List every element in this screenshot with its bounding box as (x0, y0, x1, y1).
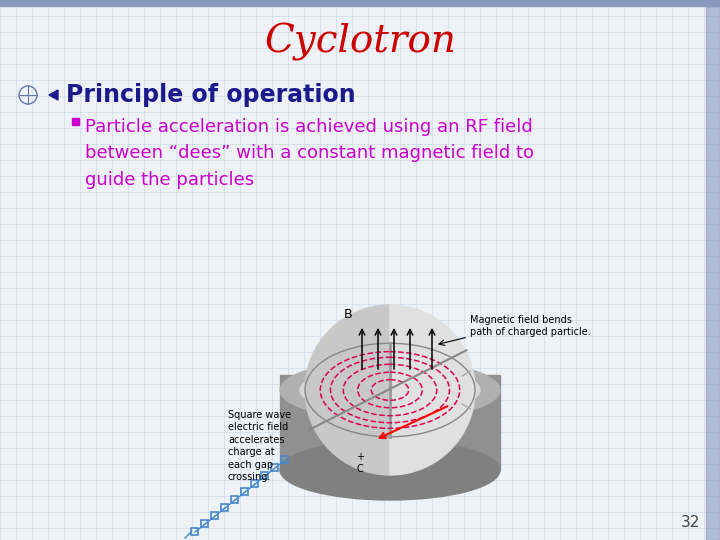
Bar (221, 504, 228, 511)
Bar (72, 118, 79, 125)
Text: Principle of operation: Principle of operation (66, 83, 356, 107)
Bar (706, 0, 720, 540)
Text: Magnetic field bends
path of charged particle.: Magnetic field bends path of charged par… (470, 315, 590, 336)
Wedge shape (305, 305, 390, 475)
Wedge shape (390, 305, 475, 475)
Text: 32: 32 (680, 515, 700, 530)
Bar (281, 456, 288, 463)
Bar (261, 472, 268, 479)
Text: Square wave
electric field
accelerates
charge at
each gap
crossing.: Square wave electric field accelerates c… (228, 410, 291, 482)
Text: +
C: + C (356, 452, 364, 474)
Ellipse shape (300, 366, 480, 414)
Bar (251, 480, 258, 487)
Ellipse shape (280, 360, 500, 420)
Bar (201, 520, 208, 527)
Bar (0, 0, 720, 6)
Ellipse shape (280, 440, 500, 500)
Text: Cyclotron: Cyclotron (264, 23, 456, 61)
Bar (191, 528, 198, 535)
Bar (280, 375, 500, 470)
Bar (271, 464, 278, 471)
Bar (231, 496, 238, 503)
Bar (211, 512, 218, 519)
Polygon shape (49, 90, 58, 100)
Text: B: B (343, 308, 352, 321)
Text: Particle acceleration is achieved using an RF field
between “dees” with a consta: Particle acceleration is achieved using … (85, 118, 534, 189)
Bar (241, 488, 248, 495)
